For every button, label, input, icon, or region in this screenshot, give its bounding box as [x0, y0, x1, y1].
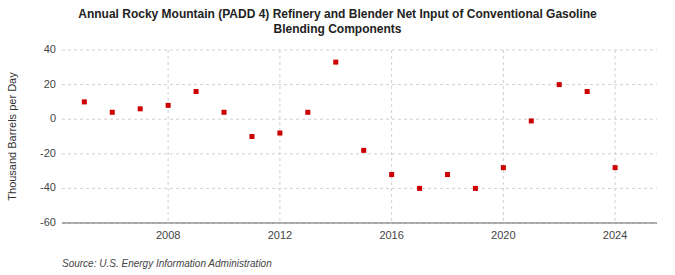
- point: [473, 186, 478, 191]
- point: [249, 134, 254, 139]
- point: [110, 110, 115, 115]
- y-grid-line: [62, 153, 657, 154]
- y-grid-line: [62, 188, 657, 189]
- y-tick-label: -60: [40, 216, 56, 228]
- point: [333, 60, 338, 65]
- point: [445, 172, 450, 177]
- y-grid-line: [62, 119, 657, 120]
- y-tick-label: -20: [40, 147, 56, 159]
- source-note: Source: U.S. Energy Information Administ…: [62, 258, 272, 269]
- point: [194, 89, 199, 94]
- x-grid-line: [168, 50, 169, 223]
- x-grid-line: [279, 50, 280, 223]
- point: [529, 118, 534, 123]
- point: [138, 106, 143, 111]
- point: [166, 103, 171, 108]
- x-tick-label: 2008: [156, 229, 180, 241]
- x-axis-line: [62, 223, 657, 224]
- chart-container: Annual Rocky Mountain (PADD 4) Refinery …: [0, 0, 675, 275]
- point: [277, 131, 282, 136]
- points: [82, 60, 618, 191]
- y-grid-line: [62, 223, 657, 224]
- x-tick-label: 2024: [603, 229, 627, 241]
- y-grid-line: [62, 84, 657, 85]
- x-grid-line: [391, 50, 392, 223]
- point: [305, 110, 310, 115]
- point: [82, 99, 87, 104]
- y-tick-label: -40: [40, 181, 56, 193]
- chart-svg: Annual Rocky Mountain (PADD 4) Refinery …: [0, 0, 675, 275]
- y-tick-label: 40: [44, 43, 56, 55]
- x-grid-line: [615, 50, 616, 223]
- y-grid-line: [62, 50, 657, 51]
- chart-title: Annual Rocky Mountain (PADD 4) Refinery …: [78, 7, 597, 36]
- axes: -60 -40 -20 0 20 40 2008 2012 2016 2020 2024: [40, 43, 657, 241]
- point: [361, 148, 366, 153]
- y-tick-label: 20: [44, 78, 56, 90]
- x-tick-label: 2012: [268, 229, 292, 241]
- point: [222, 110, 227, 115]
- point: [417, 186, 422, 191]
- x-grid-line: [503, 50, 504, 223]
- x-tick-label: 2020: [491, 229, 515, 241]
- grid: [62, 50, 657, 223]
- point: [501, 165, 506, 170]
- point: [557, 82, 562, 87]
- point: [585, 89, 590, 94]
- x-tick-label: 2016: [379, 229, 403, 241]
- y-axis-label: Thousand Barrels per Day: [6, 72, 18, 201]
- point: [613, 165, 618, 170]
- y-tick-label: 0: [50, 112, 56, 124]
- point: [389, 172, 394, 177]
